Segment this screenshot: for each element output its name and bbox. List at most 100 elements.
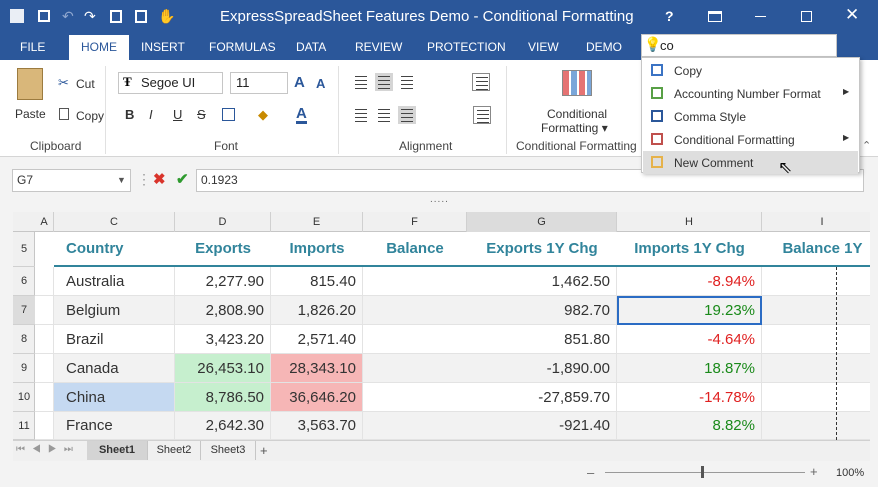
save-button[interactable]	[38, 10, 50, 22]
column-header[interactable]: G	[467, 212, 617, 232]
undo-button[interactable]: ↶	[62, 8, 74, 24]
copy-button[interactable]: Copy	[76, 109, 105, 123]
collapse-ribbon[interactable]: ⌃	[862, 140, 872, 152]
name-box-dropdown[interactable]: ▼	[117, 175, 126, 185]
column-header[interactable]: F	[363, 212, 467, 232]
ribbon-tab[interactable]: DATA	[296, 40, 327, 54]
touch-button[interactable]: ✋	[158, 8, 176, 24]
row-header[interactable]: 10	[13, 383, 35, 412]
alignment-button[interactable]	[352, 106, 370, 124]
cancel-button[interactable]: ✖	[153, 171, 166, 188]
formula-input[interactable]: 0.1923	[196, 169, 864, 192]
alignment-button[interactable]	[398, 73, 416, 91]
alignment-button[interactable]	[473, 106, 491, 124]
ribbon-tab[interactable]: VIEW	[528, 40, 559, 54]
conditional-formatting-button[interactable]: Formatting ▾	[541, 121, 608, 135]
row-header[interactable]: 7	[13, 296, 35, 325]
font-size-box[interactable]: 11	[230, 72, 288, 94]
cell	[35, 412, 54, 440]
font-style-button[interactable]: I	[149, 107, 153, 122]
group-label: Conditional Formatting	[516, 139, 637, 153]
zoom-slider[interactable]	[605, 472, 805, 473]
ribbon-tab[interactable]: FORMULAS	[209, 40, 276, 54]
menu-item[interactable]: Conditional Formatting ▶	[643, 128, 858, 151]
number-cell: 8,786.50	[175, 383, 271, 412]
ribbon-tab[interactable]: INSERT	[141, 40, 185, 54]
search-text[interactable]: co	[660, 38, 674, 53]
cell	[35, 354, 54, 383]
minimize-button[interactable]	[755, 16, 766, 17]
zoom-thumb[interactable]	[701, 466, 704, 478]
enter-button[interactable]: ✔	[176, 171, 189, 188]
font-style-button[interactable]: B	[125, 107, 135, 122]
menu-icon	[651, 64, 663, 76]
search-box[interactable]	[641, 34, 837, 57]
sheet-tab-bar	[13, 440, 870, 461]
close-button[interactable]: ✕	[845, 5, 860, 24]
number-cell: -8.94%	[617, 267, 762, 296]
sheet-tab[interactable]: Sheet1	[87, 441, 148, 460]
grow-font-button[interactable]: A	[294, 74, 305, 91]
menu-item[interactable]: Copy	[643, 59, 858, 82]
menu-item[interactable]: New Comment	[643, 151, 858, 174]
font-style-button[interactable]: S	[197, 107, 206, 122]
add-sheet-button[interactable]: +	[260, 443, 268, 458]
selected-cell[interactable]	[617, 296, 762, 325]
maximize-button[interactable]	[801, 11, 812, 22]
button-text: Formatting	[541, 121, 599, 135]
alignment-button[interactable]	[472, 73, 490, 91]
column-header[interactable]: E	[271, 212, 363, 232]
menu-item[interactable]: Accounting Number Format ▶	[643, 82, 858, 105]
sheet-nav-buttons[interactable]: ⏮◀▶⏭	[16, 444, 80, 455]
spreadsheet-grid: A C D E F G H I 5 6 7 8 9 10 11 Country Exports Imports Ba…	[13, 212, 870, 440]
cut-button[interactable]: Cut	[76, 77, 95, 91]
ribbon-tab[interactable]: PROTECTION	[427, 40, 506, 54]
print-button[interactable]	[110, 10, 122, 23]
font-icon: Ŧ	[123, 74, 132, 89]
shrink-font-button[interactable]: A	[316, 76, 326, 91]
font-color-button[interactable]: A	[296, 105, 307, 124]
sheet-tab[interactable]: Sheet3	[201, 441, 256, 460]
column-header[interactable]: A	[35, 212, 54, 232]
zoom-out[interactable]: –	[587, 465, 595, 480]
font-style-button[interactable]: U	[173, 107, 183, 122]
row-header[interactable]: 8	[13, 325, 35, 354]
alignment-button[interactable]	[375, 73, 393, 91]
row-header[interactable]: 9	[13, 354, 35, 383]
ribbon-tab[interactable]: HOME	[81, 40, 117, 54]
ribbon-tab[interactable]: DEMO	[586, 40, 622, 54]
column-header[interactable]: D	[175, 212, 271, 232]
borders-button[interactable]	[222, 108, 235, 121]
redo-button[interactable]: ↷	[84, 8, 96, 24]
row-header[interactable]: 6	[13, 267, 35, 296]
name-box[interactable]: G7	[12, 169, 131, 192]
row-header[interactable]: 5	[13, 232, 35, 267]
paste-icon[interactable]	[17, 68, 43, 100]
ribbon-tab[interactable]: REVIEW	[355, 40, 403, 54]
search-icon: 💡	[644, 36, 662, 52]
ribbon-tab[interactable]: FILE	[20, 40, 46, 54]
alignment-button[interactable]	[375, 106, 393, 124]
help-button[interactable]: ?	[665, 8, 674, 24]
zoom-in[interactable]: +	[810, 464, 818, 479]
splitter[interactable]: .....	[430, 194, 449, 205]
alignment-button[interactable]	[398, 106, 416, 124]
column-header[interactable]: H	[617, 212, 762, 232]
more-button[interactable]: ⋮	[137, 171, 151, 187]
sheet-tab[interactable]: Sheet2	[148, 441, 201, 460]
paste-label[interactable]: Paste	[15, 107, 46, 121]
conditional-formatting-button[interactable]: Conditional	[547, 107, 608, 121]
column-header[interactable]: C	[54, 212, 175, 232]
row-header[interactable]: 11	[13, 412, 35, 440]
font-name-box[interactable]: Segoe UI	[118, 72, 223, 94]
preview-button[interactable]	[135, 10, 147, 23]
fill-color-button[interactable]: ◆	[258, 107, 268, 122]
group-label: Alignment	[399, 139, 453, 153]
menu-icon	[651, 110, 663, 122]
number-cell: 851.80	[363, 325, 617, 354]
column-header[interactable]: I	[762, 212, 870, 232]
menu-item[interactable]: Comma Style	[643, 105, 858, 128]
alignment-button[interactable]	[352, 73, 370, 91]
ribbon-display-button[interactable]	[708, 11, 722, 22]
country-cell: France	[54, 412, 175, 440]
